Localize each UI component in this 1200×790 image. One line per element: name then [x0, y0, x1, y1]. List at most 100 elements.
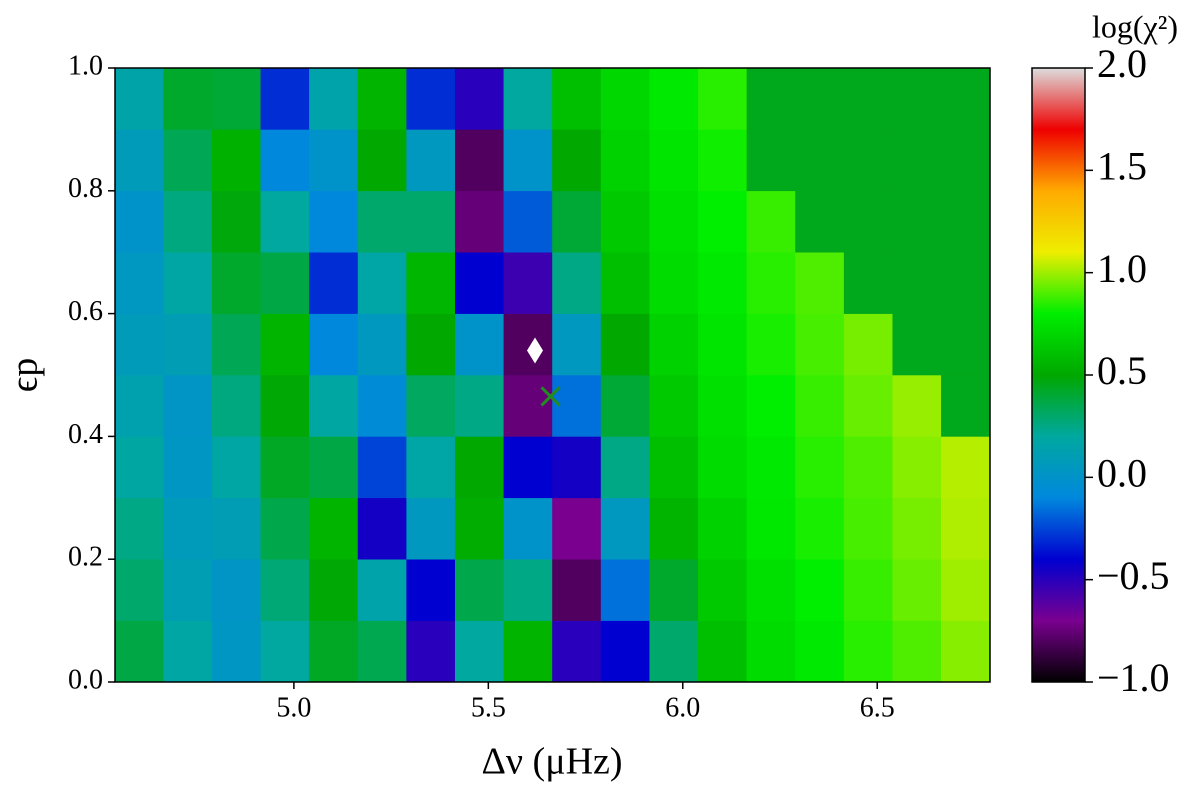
heatmap-cell — [649, 497, 699, 560]
heatmap-cell — [406, 558, 456, 621]
heatmap-cell — [746, 67, 796, 130]
heatmap-cell — [843, 190, 894, 253]
heatmap-cell — [649, 67, 699, 130]
heatmap-cell — [309, 558, 359, 621]
heatmap-cell — [503, 67, 553, 130]
y-tick-label: 1.0 — [68, 50, 103, 81]
colorbar-tick-label: 2.0 — [1097, 41, 1147, 86]
heatmap-cell — [260, 558, 310, 621]
colorbar-tick-label: 0.5 — [1097, 348, 1147, 393]
heatmap-cell — [552, 374, 602, 437]
heatmap-cell — [211, 620, 262, 683]
marker-cross — [540, 386, 561, 407]
heatmap-cell — [454, 620, 505, 683]
heatmap-cell — [600, 313, 651, 376]
x-tick-label: 5.5 — [471, 692, 506, 723]
heatmap-cell — [309, 67, 359, 130]
colorbar-tick-label: 0.0 — [1097, 451, 1147, 496]
heatmap-cell — [406, 436, 456, 499]
heatmap-cell — [454, 497, 505, 560]
plot-frame — [114, 67, 991, 683]
heatmap-cell — [357, 313, 407, 376]
y-tick-label: 0.0 — [68, 664, 103, 695]
heatmap-cell — [260, 67, 310, 130]
heatmap-cell — [941, 190, 991, 253]
heatmap-cell — [503, 497, 553, 560]
heatmap-cell — [552, 129, 602, 192]
heatmap-cell — [795, 313, 845, 376]
heatmap-cell — [843, 558, 894, 621]
heatmap-cell — [746, 436, 796, 499]
heatmap-cell — [163, 67, 213, 130]
heatmap-cell — [211, 374, 262, 437]
y-tick-label: 0.8 — [68, 173, 103, 204]
heatmap-cell — [260, 129, 310, 192]
heatmap-cell — [892, 374, 942, 437]
heatmap-cell — [698, 251, 748, 314]
x-tick-label: 6.5 — [860, 692, 895, 723]
heatmap-cell — [600, 67, 651, 130]
heatmap-cell — [552, 313, 602, 376]
colorbar-tick-label: −0.5 — [1097, 553, 1170, 598]
heatmap-cell — [454, 313, 505, 376]
heatmap-cell — [114, 620, 164, 683]
heatmap-cell — [941, 313, 991, 376]
y-axis-label: ϵp — [4, 358, 46, 392]
heatmap-cell — [163, 313, 213, 376]
heatmap-cell — [843, 374, 894, 437]
heatmap-cell — [211, 313, 262, 376]
heatmap-cell — [357, 190, 407, 253]
heatmap-cell — [503, 251, 553, 314]
heatmap-cell — [163, 497, 213, 560]
heatmap-cell — [552, 67, 602, 130]
heatmap-cell — [406, 67, 456, 130]
heatmap-cell — [260, 251, 310, 314]
heatmap-cell — [795, 129, 845, 192]
heatmap-cell — [892, 313, 942, 376]
heatmap-cell — [698, 374, 748, 437]
heatmap-cell — [211, 190, 262, 253]
heatmap-cell — [114, 313, 164, 376]
heatmap-cell — [941, 374, 991, 437]
heatmap-cell — [163, 620, 213, 683]
heatmap-cell — [114, 374, 164, 437]
heatmap-cell — [698, 497, 748, 560]
heatmap-cell — [260, 436, 310, 499]
heatmap-cell — [211, 251, 262, 314]
heatmap-cell — [309, 374, 359, 437]
heatmap-cell — [406, 129, 456, 192]
heatmap-cell — [795, 251, 845, 314]
heatmap-cell — [114, 190, 164, 253]
heatmap-cell — [649, 374, 699, 437]
heatmap-cell — [892, 620, 942, 683]
heatmap-cell — [357, 436, 407, 499]
heatmap-cell — [552, 558, 602, 621]
heatmap-cell — [941, 67, 991, 130]
heatmap-cell — [163, 251, 213, 314]
heatmap-cell — [357, 251, 407, 314]
heatmap-cell — [357, 374, 407, 437]
heatmap-cell — [309, 313, 359, 376]
heatmap-cell — [746, 313, 796, 376]
colorbar — [1031, 67, 1086, 683]
heatmap-cell — [454, 436, 505, 499]
y-tick-label: 0.2 — [68, 542, 103, 573]
heatmap-cell — [746, 190, 796, 253]
heatmap-cell — [309, 129, 359, 192]
heatmap-cell — [746, 620, 796, 683]
heatmap-cell — [309, 190, 359, 253]
heatmap-cell — [552, 251, 602, 314]
heatmap-cell — [163, 374, 213, 437]
heatmap-cell — [114, 129, 164, 192]
heatmap-cell — [795, 620, 845, 683]
x-tick-label: 6.0 — [665, 692, 700, 723]
heatmap-cell — [746, 558, 796, 621]
heatmap-cell — [503, 558, 553, 621]
heatmap-cell — [211, 67, 262, 130]
heatmap-cell — [211, 497, 262, 560]
heatmap-cell — [746, 497, 796, 560]
heatmap-cell — [163, 129, 213, 192]
heatmap-cell — [843, 436, 894, 499]
heatmap-cell — [454, 251, 505, 314]
heatmap-cell — [941, 620, 991, 683]
